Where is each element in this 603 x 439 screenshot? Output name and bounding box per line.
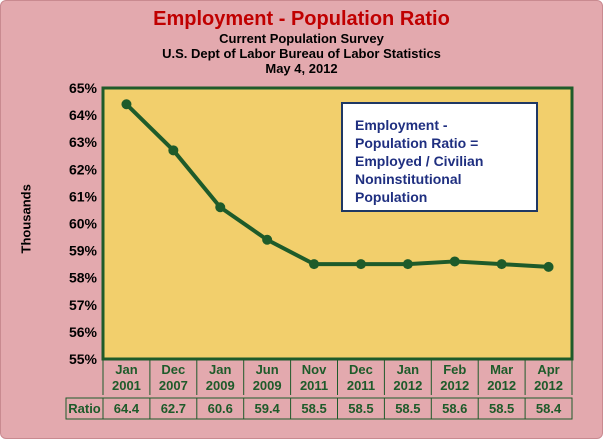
data-label: 58.5 [301,401,326,416]
data-point [355,259,366,270]
data-point [449,256,460,267]
data-label: 60.6 [208,401,233,416]
data-label: 64.4 [114,401,140,416]
definition-box: Employment - Population Ratio = Employed… [341,102,538,212]
x-tick-month: Feb [443,362,466,377]
definition-line: Employed / Civilian [355,153,484,169]
series-employment-population-ratio [121,99,554,272]
y-tick-label: 60% [69,216,98,232]
data-label: 58.6 [442,401,467,416]
data-table-row-label: Ratio [68,401,101,416]
x-tick-year: 2009 [253,378,282,393]
definition-line: Employment - [355,117,448,133]
data-point [215,202,226,213]
y-tick-label: 65% [69,80,98,96]
chart-title: Employment - Population Ratio [153,8,450,30]
data-point [402,259,413,270]
y-tick-label: 55% [69,351,98,367]
x-tick-year: 2012 [393,378,422,393]
data-label: 58.4 [536,401,562,416]
x-tick-year: 2012 [534,378,563,393]
x-tick-year: 2011 [347,378,375,393]
x-tick-month: Apr [537,362,559,377]
x-tick-year: 2001 [112,378,141,393]
y-tick-label: 64% [69,107,98,123]
x-axis-categories: Jan2001Dec2007Jan2009Jun2009Nov2011Dec20… [102,359,573,395]
series-line [125,102,549,269]
x-tick-year: 2012 [487,378,516,393]
data-table: Ratio 64.4 62.7 60.6 59.4 58.5 58.5 58.5 58.6 58.… [65,397,573,420]
y-tick-label: 58% [69,270,98,286]
y-tick-label: 63% [69,134,98,150]
x-tick-year: 2007 [159,378,188,393]
data-label: 58.5 [395,401,420,416]
chart-subtitle-source: U.S. Dept of Labor Bureau of Labor Stati… [162,46,441,61]
x-tick-month: Dec [349,362,373,377]
definition-line: Population [355,189,428,205]
data-point [496,259,507,270]
data-label: 59.4 [254,401,280,416]
y-tick-label: 57% [69,297,98,313]
data-point [309,259,320,270]
y-axis-ticks: 55% 56% 57% 58% 59% 60% 61% 62% 63% 64% 65% [69,80,98,367]
x-tick-month: Jan [209,362,231,377]
data-point [543,261,554,272]
y-tick-label: 56% [69,324,98,340]
data-point [262,234,273,245]
definition-line: Population Ratio = [355,135,479,151]
data-label: 62.7 [161,401,186,416]
x-tick-month: Nov [302,362,327,377]
y-tick-label: 61% [69,188,98,204]
y-tick-label: 62% [69,161,98,177]
definition-line: Noninstitutional [355,171,462,187]
data-point [121,99,132,110]
x-tick-year: 2009 [206,378,235,393]
x-tick-month: Jan [397,362,419,377]
data-point [168,145,179,156]
x-tick-year: 2011 [300,378,328,393]
x-tick-month: Dec [161,362,185,377]
x-tick-month: Jan [115,362,137,377]
chart-subtitle-date: May 4, 2012 [265,61,338,76]
y-tick-label: 59% [69,243,98,259]
chart-subtitle-survey: Current Population Survey [219,31,384,46]
data-label: 58.5 [348,401,373,416]
x-tick-month: Jun [256,362,279,377]
x-tick-year: 2012 [440,378,469,393]
x-tick-month: Mar [490,362,513,377]
data-label: 58.5 [489,401,514,416]
